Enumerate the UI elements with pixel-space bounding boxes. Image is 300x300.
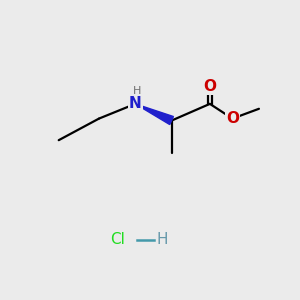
- Text: H: H: [133, 85, 141, 96]
- Text: O: O: [203, 79, 216, 94]
- Polygon shape: [135, 104, 173, 124]
- Text: Cl: Cl: [110, 232, 125, 247]
- Text: H: H: [156, 232, 167, 247]
- Text: O: O: [226, 111, 239, 126]
- Text: N: N: [129, 96, 142, 111]
